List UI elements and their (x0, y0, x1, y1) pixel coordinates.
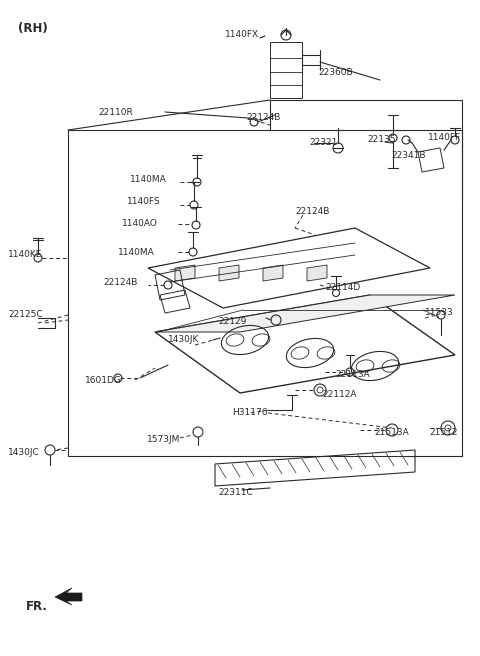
Text: 1140MA: 1140MA (130, 175, 167, 184)
Text: 1140FF: 1140FF (428, 133, 461, 142)
Polygon shape (307, 265, 327, 281)
Text: 22135: 22135 (367, 135, 396, 144)
Text: 22110R: 22110R (98, 108, 133, 117)
Text: 1430JK: 1430JK (168, 335, 199, 344)
Text: 1140AO: 1140AO (122, 219, 158, 228)
Text: 22321: 22321 (309, 138, 337, 147)
Text: 1430JC: 1430JC (8, 448, 40, 457)
Text: 1140FS: 1140FS (127, 197, 161, 206)
Text: 22311C: 22311C (218, 488, 253, 497)
Polygon shape (155, 295, 455, 332)
Text: 1140MA: 1140MA (118, 248, 155, 257)
Text: 22124B: 22124B (295, 207, 329, 216)
Text: 1601DG: 1601DG (85, 376, 122, 385)
Polygon shape (175, 265, 195, 281)
Text: 11533: 11533 (425, 308, 454, 317)
Text: (RH): (RH) (18, 22, 48, 35)
Text: 22360B: 22360B (318, 68, 353, 77)
Text: 22112A: 22112A (322, 390, 357, 399)
Text: 1140KE: 1140KE (8, 250, 42, 259)
Text: 1573JM: 1573JM (147, 435, 180, 444)
Polygon shape (55, 588, 82, 605)
Text: 21513A: 21513A (374, 428, 409, 437)
Text: 22129: 22129 (218, 317, 246, 326)
Text: H31176: H31176 (232, 408, 267, 417)
Text: 22114D: 22114D (325, 283, 360, 292)
Text: FR.: FR. (26, 600, 48, 613)
Text: 22113A: 22113A (335, 370, 370, 379)
Text: 22124B: 22124B (103, 278, 137, 287)
Text: 22341B: 22341B (391, 151, 425, 160)
Text: 21512: 21512 (429, 428, 457, 437)
Text: 22125C: 22125C (8, 310, 43, 319)
Text: 1140FX: 1140FX (225, 30, 259, 39)
Polygon shape (263, 265, 283, 281)
Text: 22124B: 22124B (246, 113, 280, 122)
Polygon shape (219, 265, 239, 281)
